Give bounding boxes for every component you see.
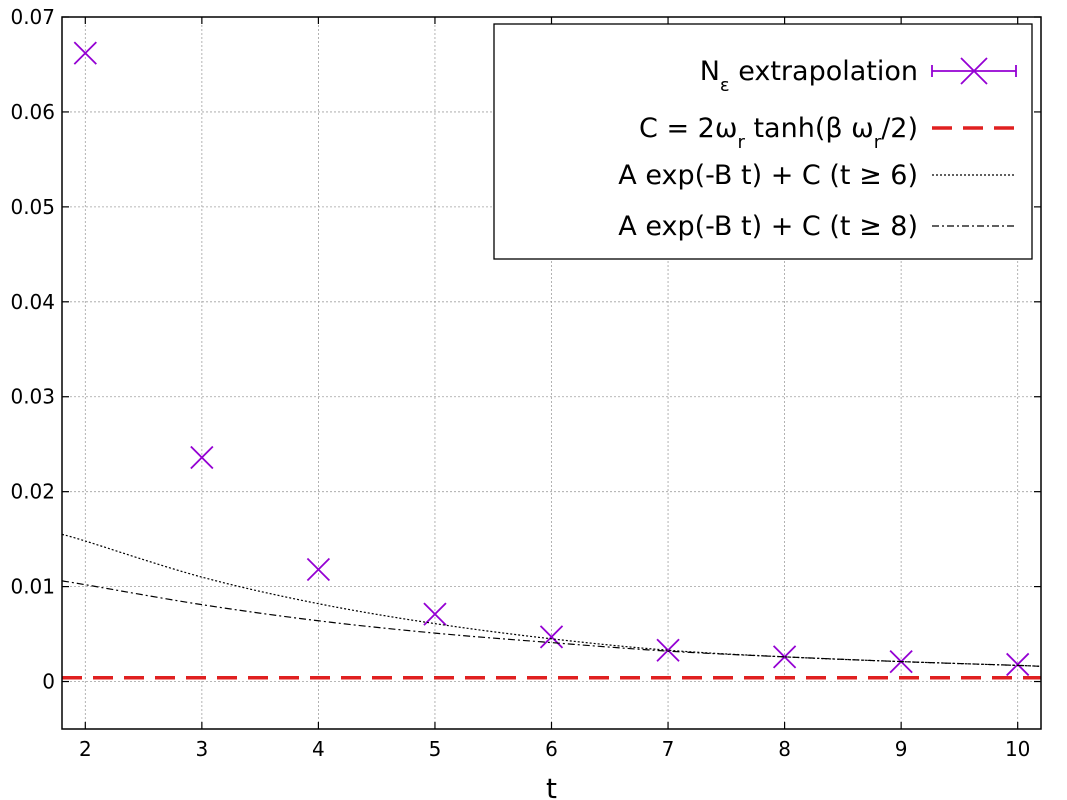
data-point	[1006, 652, 1030, 677]
y-tick-label: 0.05	[10, 195, 55, 219]
legend-entry: C = 2ωr tanh(β ωr/2)	[639, 113, 1016, 153]
x-tick-label: 2	[79, 737, 92, 761]
data-point	[423, 602, 447, 626]
data-point	[73, 41, 97, 65]
x-tick-label: 7	[662, 737, 675, 761]
legend-label: A exp(-B t) + C (t ≥ 8)	[618, 211, 918, 242]
y-tick-label: 0.03	[10, 385, 55, 409]
data-point	[306, 557, 331, 582]
x-tick-label: 4	[312, 737, 325, 761]
y-tick-label: 0.06	[10, 100, 55, 124]
x-axis-title: t	[546, 772, 557, 800]
data-point	[190, 445, 214, 470]
series-points	[73, 41, 1030, 677]
legend-label: C = 2ωr tanh(β ωr/2)	[639, 113, 918, 153]
data-point	[772, 645, 797, 669]
data-point	[960, 57, 988, 85]
plot-area	[62, 41, 1041, 680]
data-point	[656, 638, 680, 662]
y-tick-label: 0.04	[10, 290, 55, 314]
x-tick-label: 8	[778, 737, 791, 761]
legend-label: A exp(-B t) + C (t ≥ 6)	[618, 160, 918, 191]
y-tick-label: 0.02	[10, 480, 55, 504]
legend-label: Nε extrapolation	[700, 56, 918, 96]
y-axis-tick-labels: 0 0.01 0.02 0.03 0.04 0.05 0.06 0.07	[10, 5, 55, 694]
y-tick-label: 0	[42, 670, 55, 694]
x-tick-label: 3	[195, 737, 208, 761]
y-tick-label: 0.07	[10, 5, 55, 29]
x-tick-label: 5	[429, 737, 442, 761]
legend: Nε extrapolation C = 2ωr tanh(β ωr/2) A ex…	[493, 23, 1033, 260]
legend-entry: A exp(-B t) + C (t ≥ 8)	[618, 211, 1016, 242]
x-tick-label: 10	[1005, 737, 1030, 761]
x-tick-label: 6	[545, 737, 558, 761]
legend-entry: Nε extrapolation	[700, 56, 1017, 96]
x-tick-label: 9	[895, 737, 908, 761]
legend-box	[493, 23, 1033, 260]
legend-entry: A exp(-B t) + C (t ≥ 6)	[618, 160, 1016, 191]
data-point	[539, 625, 564, 649]
x-axis-tick-labels: 2 3 4 5 6 7 8 9 10	[79, 737, 1030, 761]
axis-ticks	[62, 16, 1041, 729]
series-line	[62, 580, 1041, 667]
y-tick-label: 0.01	[10, 575, 55, 599]
